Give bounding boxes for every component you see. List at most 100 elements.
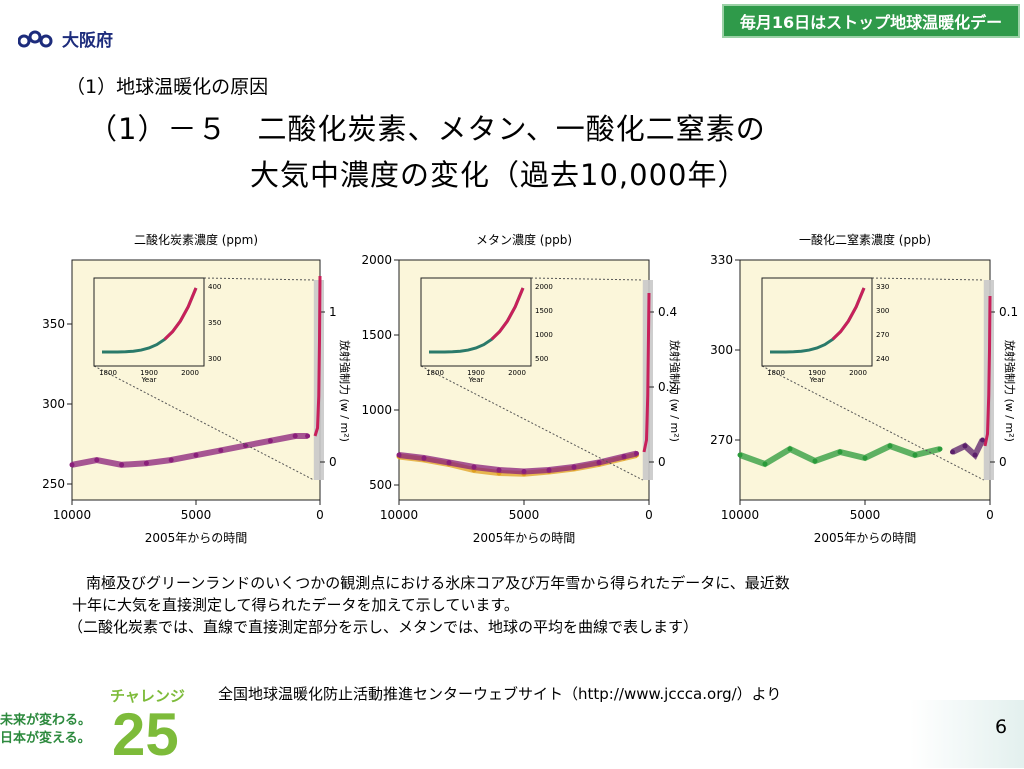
data-point: [292, 433, 298, 439]
inset-y-tick-label: 2000: [535, 283, 553, 291]
x-axis-label: 2005年からの時間: [814, 531, 917, 545]
data-point: [193, 452, 199, 458]
inset-y-tick-label: 330: [876, 283, 889, 291]
y-tick-label: 1500: [361, 328, 392, 342]
caption-line: 十年に大気を直接測定して得られたデータを加えて示しています。: [72, 596, 519, 614]
series-line: [951, 438, 986, 460]
data-point: [305, 433, 311, 439]
data-point: [218, 447, 224, 453]
y2-axis-label: 放射強制力 (w / m²): [338, 340, 352, 442]
page-number: 6: [995, 716, 1008, 738]
inset-x-tick-label: 2000: [508, 369, 526, 377]
inset-recent-line: [490, 287, 525, 341]
chart-title: 二酸化炭素濃度 (ppm): [134, 232, 258, 247]
x-tick-label: 10000: [721, 508, 759, 522]
y-tick-label: 330: [710, 253, 733, 267]
co2-chart: 二酸化炭素濃度 (ppm) 10000 5000 0 2005年からの時間 250 300 3…: [42, 232, 352, 550]
x-tick-label: 0: [645, 508, 653, 522]
data-point: [69, 462, 75, 468]
data-point: [950, 449, 955, 455]
challenge-slogan-line: 日本が変える。: [0, 731, 91, 746]
data-point: [546, 467, 552, 473]
y-tick-label: 350: [42, 317, 65, 331]
inset-x-tick-label: 1900: [467, 369, 485, 377]
y-tick-label: 300: [710, 343, 733, 357]
inset-connector: [871, 277, 984, 281]
x-tick-label: 10000: [53, 508, 91, 522]
data-point: [446, 460, 452, 465]
data-point: [119, 462, 125, 468]
data-point: [972, 452, 978, 458]
inset-x-axis-label: Year: [809, 376, 825, 384]
inset-y-tick-label: 400: [208, 283, 221, 291]
x-tick-label: 5000: [509, 508, 540, 522]
page-number-background: [910, 700, 1024, 768]
x-axis-label: 2005年からの時間: [473, 531, 576, 545]
inset-x-tick-label: 1900: [140, 369, 158, 377]
x-tick-label: 5000: [181, 508, 212, 522]
chart-panel-methane: メタン濃度 (ppb) 10000 5000 0 2005年からの時間 500 1000 15…: [355, 228, 685, 550]
data-point: [912, 452, 918, 458]
y2-axis-label: 放射強制力 (w / m²): [1003, 340, 1017, 442]
data-point: [421, 455, 427, 461]
slide-title-line2: 大気中濃度の変化（過去10,000年）: [250, 158, 748, 192]
data-point: [596, 460, 602, 465]
chart-credit: 出典）IPCC第4次評価報告書2007: [225, 549, 349, 550]
inset-x-tick-label: 1800: [99, 369, 117, 377]
data-point: [737, 452, 743, 458]
y-tick-label: 250: [42, 477, 65, 491]
inset-y-tick-label: 1000: [535, 331, 553, 339]
data-point: [496, 467, 502, 473]
chart-title: 一酸化二窒素濃度 (ppb): [799, 232, 931, 247]
inset-connector: [93, 365, 315, 481]
chart-credit: 出典）IPCC第4次評価報告書2007: [555, 549, 679, 550]
y2-tick-label: 0.1: [999, 305, 1018, 319]
data-point: [980, 437, 985, 443]
x-tick-label: 5000: [850, 508, 881, 522]
inset-y-tick-label: 300: [876, 307, 889, 315]
challenge-slogan: 未来が変わる。 日本が変える。: [0, 712, 91, 748]
inset-x-tick-label: 2000: [181, 369, 199, 377]
inset-x-tick-label: 1800: [426, 369, 444, 377]
inset-x-tick-label: 1800: [767, 369, 785, 377]
chart-panel-co2: 二酸化炭素濃度 (ppm) 10000 5000 0 2005年からの時間 250 300 3…: [30, 228, 355, 550]
chart-panel-n2o: 一酸化二窒素濃度 (ppb) 10000 5000 0 2005年からの時間 270 300…: [690, 228, 1020, 550]
data-point: [812, 458, 818, 464]
y2-tick-label: 0: [329, 455, 337, 469]
inset-connector: [761, 365, 984, 481]
methane-chart: メタン濃度 (ppb)10000 5000 02005年からの時間500100015…: [361, 232, 682, 550]
data-point: [396, 452, 402, 458]
y-tick-label: 300: [42, 397, 65, 411]
y-tick-label: 500: [369, 478, 392, 492]
data-point: [143, 460, 149, 466]
data-point: [762, 461, 768, 467]
inset-y-tick-label: 270: [876, 331, 889, 339]
data-point: [168, 457, 174, 463]
y2-tick-label: 0: [658, 455, 666, 469]
y2-tick-label: 0: [999, 455, 1007, 469]
n2o-chart: 一酸化二窒素濃度 (ppb) 10000 5000 0 2005年からの時間 270 300…: [710, 232, 1018, 550]
data-point: [521, 469, 527, 474]
inset-x-tick-label: 2000: [849, 369, 867, 377]
y2-axis-label: 放射強制力 (w / m²): [668, 340, 682, 442]
osaka-emblem-icon: [18, 30, 53, 47]
y2-tick-label: 0.4: [658, 305, 677, 319]
inset-y-tick-label: 300: [208, 355, 221, 363]
inset-connector: [530, 277, 643, 281]
x-axis-label: 2005年からの時間: [145, 531, 248, 545]
data-point: [837, 449, 843, 455]
inset-x-axis-label: Year: [468, 376, 484, 384]
data-point: [471, 464, 477, 470]
data-point: [621, 454, 627, 459]
data-point: [862, 455, 868, 461]
y-tick-label: 270: [710, 433, 733, 447]
chart-title: メタン濃度 (ppb): [476, 232, 572, 247]
inset-y-tick-label: 500: [535, 355, 548, 363]
recent-spike-line: [313, 275, 322, 437]
chart-credit: 出典）IPCC第4次評価報告書2007: [890, 549, 1014, 550]
recent-spike-line: [642, 292, 651, 453]
caption-line: 南極及びグリーンランドのいくつかの観測点における氷床コア及び万年雪から得られたデ…: [86, 574, 790, 592]
osaka-logo: 大阪府: [18, 26, 113, 51]
y-tick-label: 2000: [361, 253, 392, 267]
challenge-25-logo: 25: [112, 701, 179, 768]
